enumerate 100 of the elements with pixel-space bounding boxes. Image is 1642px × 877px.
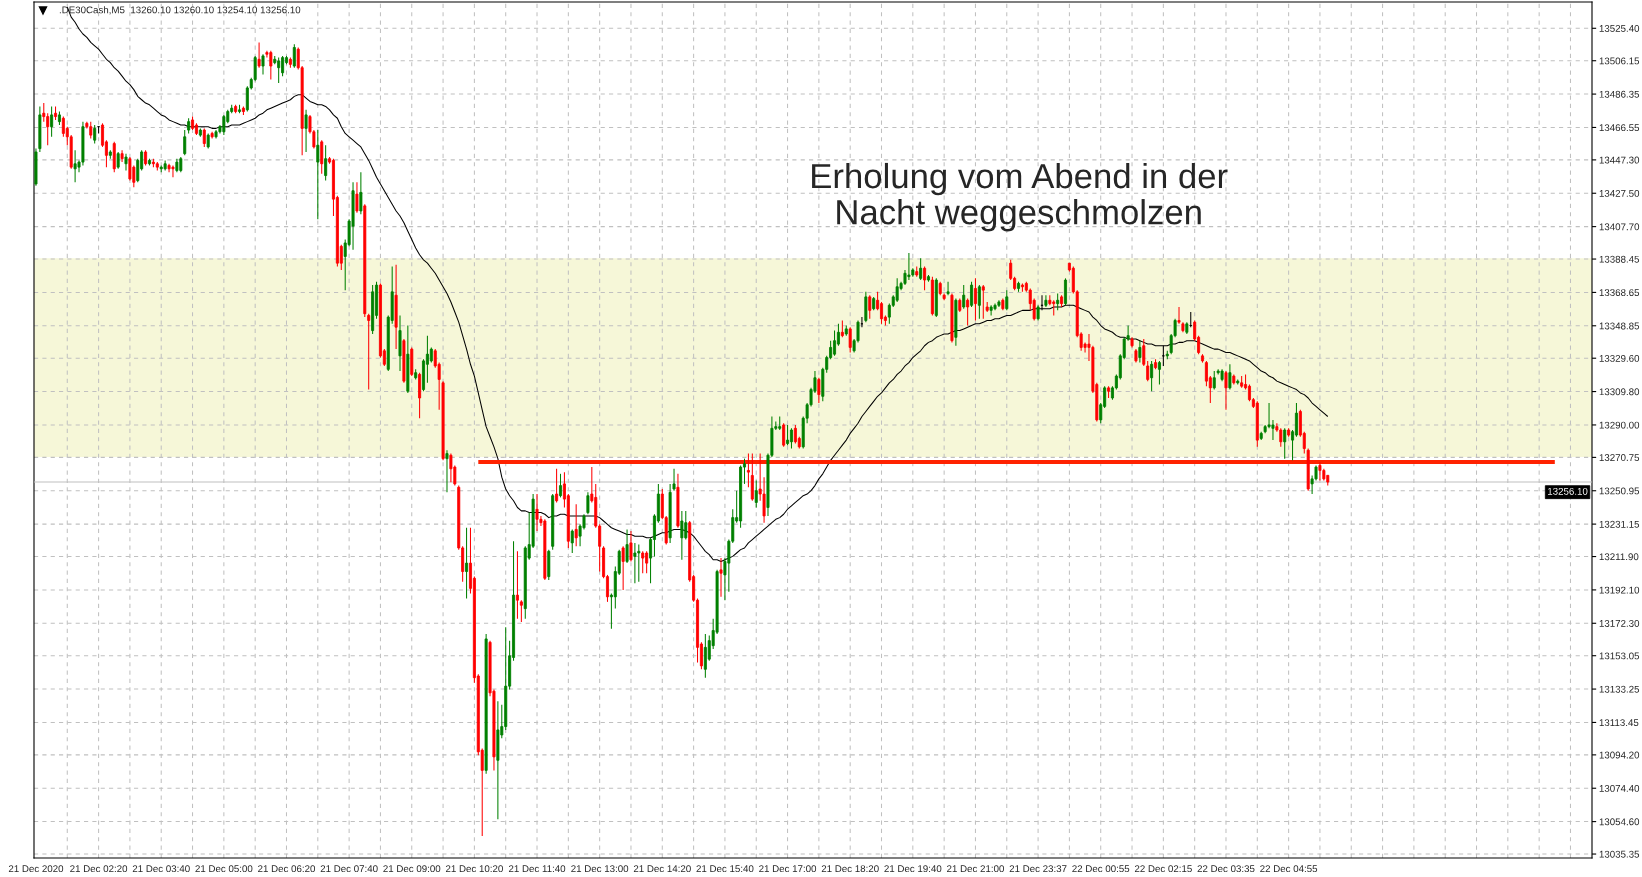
y-tick-label: 13388.45 — [1599, 255, 1640, 263]
candlestick — [1267, 402, 1271, 429]
x-tick-label: 21 Dec 14:20 — [633, 865, 691, 873]
candlestick — [277, 57, 281, 84]
candlestick — [629, 530, 633, 562]
y-tick-label: 13094.20 — [1599, 751, 1640, 759]
candlestick — [1161, 345, 1165, 367]
candlestick — [183, 129, 187, 156]
candlestick — [637, 544, 641, 583]
y-tick-label: 13153.05 — [1599, 652, 1640, 660]
candlestick — [793, 424, 797, 444]
candlestick — [1212, 370, 1216, 391]
x-tick-label: 21 Dec 15:40 — [696, 865, 754, 873]
candlestick — [1224, 370, 1228, 411]
candlestick — [261, 53, 265, 75]
candlestick — [621, 545, 625, 591]
candlestick — [789, 427, 793, 450]
candlestick — [907, 252, 911, 281]
candlestick — [786, 424, 790, 446]
candlestick — [120, 149, 124, 163]
candlestick — [535, 493, 539, 532]
x-tick-label: 21 Dec 11:40 — [508, 865, 566, 873]
candlestick — [292, 43, 296, 69]
candlestick — [1294, 402, 1298, 438]
candlestick — [202, 127, 206, 148]
candlestick — [1228, 363, 1232, 391]
candlestick — [50, 105, 54, 138]
candlestick — [782, 422, 786, 448]
candlestick — [719, 557, 723, 598]
candlestick — [559, 473, 563, 498]
x-tick-label: 21 Dec 21:00 — [947, 865, 1004, 873]
y-tick-label: 13113.45 — [1599, 719, 1639, 727]
y-tick-label: 13368.65 — [1599, 289, 1640, 297]
candlestick — [324, 144, 328, 182]
candlestick — [946, 281, 950, 296]
candlestick — [1005, 289, 1009, 311]
candlestick — [46, 112, 50, 146]
candlestick — [684, 510, 688, 541]
candlestick — [895, 277, 899, 303]
candlestick — [73, 149, 77, 183]
x-tick-label: 21 Dec 07:40 — [320, 865, 378, 873]
x-tick-label: 21 Dec 18:20 — [821, 865, 879, 873]
y-tick-label: 13172.30 — [1599, 620, 1640, 627]
y-tick-label: 13348.85 — [1599, 322, 1640, 330]
candlestick — [754, 480, 758, 509]
x-tick-label: 21 Dec 19:40 — [884, 865, 942, 873]
candlestick — [703, 633, 707, 679]
candlestick — [570, 528, 574, 554]
candlestick — [977, 284, 981, 320]
y-tick-label: 13211.90 — [1599, 553, 1639, 561]
candlestick — [171, 164, 175, 178]
y-tick-label: 13133.25 — [1599, 685, 1640, 693]
candlestick — [919, 257, 923, 281]
candlestick — [222, 114, 226, 136]
y-tick-label: 13074.40 — [1599, 784, 1640, 792]
candlestick — [586, 491, 590, 515]
y-tick-label: 13192.10 — [1599, 586, 1640, 594]
candlestick — [970, 281, 974, 308]
candlestick — [449, 453, 453, 483]
y-tick-label: 13231.15 — [1599, 520, 1640, 528]
candlestick — [1283, 427, 1287, 460]
candlestick — [680, 510, 684, 561]
candlestick — [93, 124, 97, 145]
x-tick-label: 21 Dec 03:40 — [132, 865, 190, 873]
candlestick — [257, 41, 261, 69]
y-tick-label: 13290.00 — [1599, 421, 1640, 429]
candlestick — [1138, 340, 1142, 364]
x-tick-label: 21 Dec 17:00 — [759, 865, 817, 873]
x-tick-label: 22 Dec 00:55 — [1072, 865, 1130, 873]
candlestick — [515, 550, 519, 620]
annotation: Erholung vom Abend in der Nacht weggeschmolzen — [812, 162, 1228, 232]
candlestick — [1150, 360, 1154, 392]
y-tick-label: 13466.55 — [1599, 124, 1640, 132]
candlestick — [163, 159, 167, 172]
x-tick-label: 22 Dec 03:35 — [1197, 865, 1255, 873]
y-tick-label: 13486.35 — [1599, 90, 1640, 98]
y-tick-label: 13270.75 — [1599, 454, 1640, 461]
candlestick — [966, 298, 970, 327]
candlestick — [981, 284, 985, 320]
candlestick — [848, 326, 852, 354]
x-tick-label: 21 Dec 23:37 — [1009, 865, 1067, 873]
candlestick — [989, 304, 993, 316]
candlestick — [645, 550, 649, 574]
candlestick — [320, 139, 324, 175]
x-tick-label: 21 Dec 09:00 — [383, 865, 441, 873]
candlestick — [625, 528, 629, 564]
candlestick — [868, 294, 872, 320]
y-tick-label: 13447.30 — [1599, 156, 1640, 164]
y-tick-label: 13506.15 — [1599, 57, 1640, 65]
candlestick — [1318, 461, 1322, 482]
x-tick-label: 21 Dec 10:20 — [445, 865, 503, 873]
x-tick-label: 21 Dec 06:20 — [258, 865, 316, 873]
candlestick — [359, 171, 363, 215]
candlestick — [833, 330, 837, 357]
x-tick-label: 21 Dec 02:20 — [70, 865, 128, 873]
candlestick — [574, 503, 578, 547]
y-tick-label: 13427.50 — [1599, 189, 1640, 197]
candlestick — [817, 377, 821, 404]
x-tick-label: 22 Dec 02:15 — [1134, 865, 1192, 873]
candlestick — [61, 116, 65, 138]
